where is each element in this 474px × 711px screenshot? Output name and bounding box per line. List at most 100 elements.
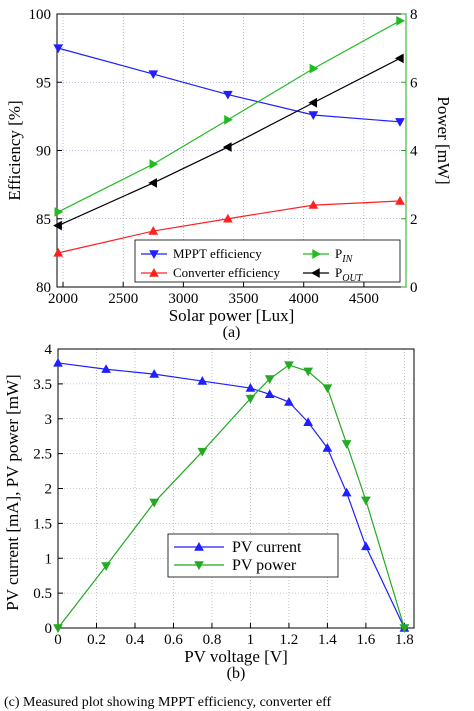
- data-point-1: [101, 562, 111, 571]
- data-point-0: [53, 44, 64, 54]
- x-tick-label: 0.8: [203, 632, 222, 648]
- y-tick-label: 1.5: [33, 516, 52, 532]
- legend-label: MPPT efficiency: [173, 246, 262, 261]
- y-tick-label-right: 8: [410, 7, 418, 23]
- y-tick-label-left: 90: [36, 144, 51, 160]
- data-point-0: [395, 118, 405, 127]
- y-axis-label: PV current [mA], PV power [mW]: [3, 374, 22, 610]
- y-tick-label-left: 100: [29, 7, 52, 23]
- data-point-3: [394, 53, 404, 64]
- data-point-1: [148, 226, 159, 235]
- legend-marker: [194, 561, 204, 571]
- data-point-1: [149, 498, 160, 508]
- y-axis-label-right: Power [mW]: [434, 96, 453, 184]
- data-point-1: [53, 624, 63, 634]
- x-tick-label: 1.4: [318, 632, 337, 648]
- x-tick-label: 4500: [349, 291, 379, 307]
- data-point-0: [101, 364, 111, 373]
- data-point-1: [308, 200, 319, 209]
- data-point-2: [309, 63, 319, 74]
- y-tick-label-left: 85: [36, 212, 51, 228]
- data-point-2: [396, 15, 406, 26]
- subplot-label: (a): [223, 324, 241, 341]
- data-point-3: [53, 220, 62, 231]
- x-tick-label: 2500: [108, 291, 138, 307]
- data-point-0: [303, 417, 314, 426]
- series-line-0: [57, 362, 405, 629]
- x-tick-label: 0.2: [87, 632, 106, 648]
- data-point-3: [308, 97, 318, 108]
- data-point-0: [308, 111, 319, 121]
- x-tick-label: 0: [54, 632, 62, 648]
- data-point-1: [322, 384, 333, 394]
- figure-caption: (c) Measured plot showing MPPT efficienc…: [4, 695, 332, 710]
- data-point-0: [223, 90, 233, 100]
- data-point-1: [341, 440, 352, 449]
- data-point-0: [197, 376, 208, 385]
- y-tick-label: 3.5: [33, 377, 52, 393]
- data-point-2: [224, 114, 233, 125]
- data-point-0: [284, 396, 294, 406]
- series-line-3: [57, 57, 401, 227]
- data-point-1: [361, 496, 371, 506]
- legend-box: [134, 239, 401, 283]
- data-point-1: [53, 247, 64, 257]
- y-tick-label-left: 80: [36, 280, 51, 296]
- legend-marker: [149, 267, 159, 277]
- legend-marker: [310, 268, 320, 278]
- y-axis-label-left: Efficiency [%]: [5, 100, 24, 200]
- series-line-1: [57, 364, 405, 629]
- legend-label: PV current: [232, 539, 302, 556]
- y-tick-label-right: 6: [410, 75, 418, 91]
- y-tick-label-right: 2: [410, 212, 418, 228]
- data-point-1: [303, 367, 314, 377]
- data-point-0: [148, 70, 159, 80]
- legend-box: [167, 533, 339, 578]
- x-axis-label: Solar power [Lux]: [169, 306, 295, 325]
- x-tick-label: 1.2: [280, 632, 299, 648]
- chart-b: 0 0.5 1 1.5 2 2.5 3 3.5 4 0 0.2 0.4 0.6 0.8 1 1.2 1.4 1.6…: [3, 342, 415, 682]
- data-point-0: [245, 383, 256, 392]
- legend-label: PV power: [232, 557, 297, 574]
- legend-marker: [312, 249, 322, 259]
- y-tick-label-right: 4: [410, 144, 418, 160]
- y-tick-label: 4: [45, 342, 53, 358]
- data-point-0: [322, 443, 333, 452]
- data-point-2: [54, 207, 64, 217]
- data-point-1: [399, 624, 410, 634]
- legend-label: Converter efficiency: [173, 265, 280, 280]
- x-tick-label: 0.4: [126, 632, 145, 648]
- data-point-0: [149, 369, 160, 378]
- y-tick-label: 2.5: [33, 447, 52, 463]
- x-tick-label: 2000: [48, 291, 78, 307]
- data-point-3: [222, 142, 232, 152]
- x-tick-label: 4000: [289, 291, 319, 307]
- series-line-2: [57, 20, 401, 213]
- chart-a: 80 85 90 95 100 0 2 4 6 8 2000 2500 3000 3500 4000 4500…: [5, 7, 453, 341]
- data-point-1: [264, 375, 275, 385]
- x-tick-label: 3500: [229, 291, 259, 307]
- x-tick-label: 1.6: [357, 632, 376, 648]
- data-point-0: [361, 541, 371, 551]
- y-tick-label-right: 0: [410, 280, 418, 296]
- data-point-2: [149, 159, 159, 169]
- data-point-3: [148, 178, 157, 188]
- y-tick-label-left: 95: [36, 75, 51, 91]
- data-point-1: [284, 361, 294, 371]
- data-point-0: [53, 357, 63, 367]
- y-tick-label: 3: [45, 412, 53, 428]
- data-point-1: [223, 213, 233, 223]
- y-tick-label: 0.5: [33, 586, 52, 602]
- legend-marker: [194, 541, 204, 551]
- y-tick-label: 2: [45, 482, 53, 498]
- data-point-0: [264, 389, 275, 399]
- subplot-label: (b): [227, 665, 246, 682]
- x-tick-label: 1: [247, 632, 255, 648]
- y-tick-label: 1: [45, 551, 53, 567]
- data-point-1: [395, 195, 405, 205]
- x-tick-label: 0.6: [164, 632, 183, 648]
- x-axis-label: PV voltage [V]: [184, 647, 288, 666]
- y-tick-label: 0: [45, 621, 53, 637]
- data-point-0: [341, 487, 352, 497]
